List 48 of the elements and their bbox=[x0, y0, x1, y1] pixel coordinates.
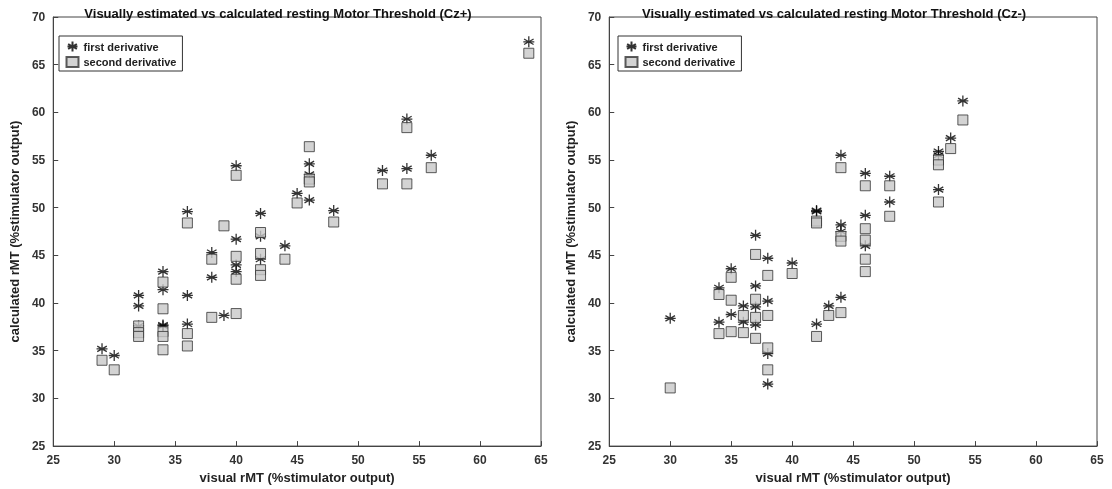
x-tick-label: 25 bbox=[602, 453, 617, 468]
y-axis-title: calculated rMT (%stimulator output) bbox=[7, 120, 22, 343]
y-tick-label: 35 bbox=[31, 343, 46, 358]
y-tick-label: 65 bbox=[587, 57, 602, 72]
x-tick-label: 40 bbox=[785, 453, 800, 468]
y-tick-label: 50 bbox=[587, 200, 602, 215]
x-tick-label: 45 bbox=[846, 453, 861, 468]
y-tick-label: 55 bbox=[587, 153, 602, 168]
x-tick-label: 50 bbox=[351, 453, 366, 468]
x-tick-label: 40 bbox=[229, 453, 244, 468]
legend-label: second derivative bbox=[83, 56, 177, 68]
legend-label: first derivative bbox=[83, 40, 159, 53]
y-tick-label: 60 bbox=[31, 105, 46, 120]
y-tick-label: 45 bbox=[31, 248, 46, 263]
x-tick-label: 55 bbox=[412, 453, 427, 468]
x-tick-label: 35 bbox=[168, 453, 183, 468]
y-tick-label: 45 bbox=[587, 248, 602, 263]
y-tick-label: 70 bbox=[587, 10, 602, 24]
y-tick-label: 35 bbox=[587, 343, 602, 358]
y-tick-label: 50 bbox=[31, 200, 46, 215]
x-tick-label: 65 bbox=[534, 453, 548, 468]
chart-title: Visually estimated vs calculated resting Motor Threshold (Cz+) bbox=[84, 6, 472, 21]
x-axis-title: visual rMT (%stimulator output) bbox=[755, 470, 951, 485]
x-tick-label: 65 bbox=[1090, 453, 1104, 468]
x-tick-label: 55 bbox=[968, 453, 983, 468]
x-tick-label: 35 bbox=[724, 453, 739, 468]
x-tick-label: 50 bbox=[907, 453, 922, 468]
x-tick-label: 60 bbox=[1029, 453, 1044, 468]
x-axis-title: visual rMT (%stimulator output) bbox=[199, 470, 395, 485]
y-tick-label: 30 bbox=[587, 391, 602, 406]
y-tick-label: 60 bbox=[587, 105, 602, 120]
x-tick-label: 60 bbox=[473, 453, 488, 468]
x-tick-label: 25 bbox=[46, 453, 61, 468]
y-tick-label: 55 bbox=[31, 153, 46, 168]
y-axis-title: calculated rMT (%stimulator output) bbox=[563, 120, 578, 343]
y-tick-label: 65 bbox=[31, 57, 46, 72]
y-tick-label: 30 bbox=[31, 391, 46, 406]
legend-label: first derivative bbox=[642, 40, 718, 53]
y-tick-label: 25 bbox=[587, 439, 602, 454]
y-tick-label: 70 bbox=[31, 10, 46, 24]
x-tick-label: 30 bbox=[663, 453, 678, 468]
y-tick-label: 40 bbox=[31, 296, 46, 311]
y-tick-label: 25 bbox=[31, 439, 46, 454]
legend-label: second derivative bbox=[642, 56, 736, 68]
chart-title: Visually estimated vs calculated resting Motor Threshold (Cz-) bbox=[641, 6, 1027, 21]
x-tick-label: 30 bbox=[107, 453, 122, 468]
y-tick-label: 40 bbox=[587, 296, 602, 311]
x-tick-label: 45 bbox=[290, 453, 305, 468]
